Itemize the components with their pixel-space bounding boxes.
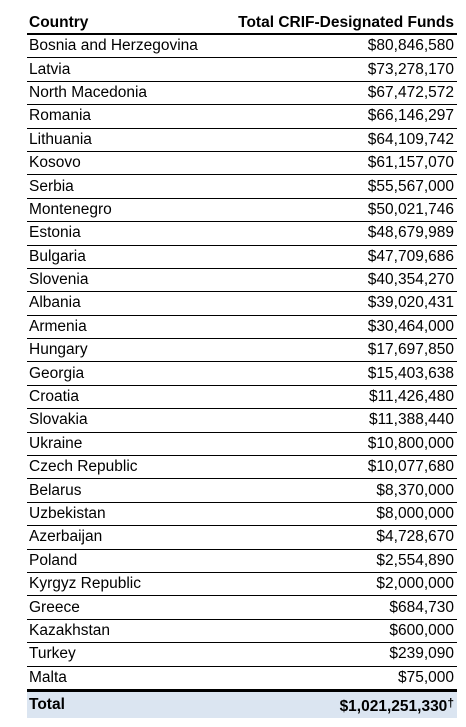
country-cell: Romania <box>27 104 217 129</box>
country-cell: Hungary <box>27 338 217 363</box>
table-body: Bosnia and Herzegovina $80,846,580 Latvia $… <box>27 34 457 691</box>
funds-cell: $40,354,270 <box>216 268 457 293</box>
funds-cell: $67,472,572 <box>216 81 457 106</box>
crif-funds-table: Country Total CRIF-Designated Funds Bosn… <box>27 10 457 718</box>
funds-cell: $17,697,850 <box>216 338 457 363</box>
table-row: Serbia $55,567,000 <box>27 174 457 199</box>
table-row: Kosovo $61,157,070 <box>27 151 457 176</box>
table-row: Poland $2,554,890 <box>27 549 457 573</box>
funds-cell: $8,000,000 <box>216 502 457 527</box>
funds-cell: $600,000 <box>216 619 457 644</box>
total-amount-cell: $1,021,251,330† <box>216 688 457 718</box>
total-row: Total $1,021,251,330† <box>27 688 457 718</box>
country-cell: Kazakhstan <box>27 619 217 644</box>
funds-cell: $61,157,070 <box>216 151 457 176</box>
country-cell: Montenegro <box>27 198 217 223</box>
header-row: Country Total CRIF-Designated Funds <box>27 10 457 35</box>
country-cell: Armenia <box>27 315 217 340</box>
country-cell: Kosovo <box>27 151 217 176</box>
country-cell: Belarus <box>27 478 217 503</box>
table-row: Malta $75,000 <box>27 666 457 691</box>
funds-cell: $30,464,000 <box>216 315 457 340</box>
country-cell: Uzbekistan <box>27 502 217 527</box>
table-row: Belarus $8,370,000 <box>27 478 457 503</box>
table-row: Lithuania $64,109,742 <box>27 128 457 152</box>
table-row: Turkey $239,090 <box>27 642 457 667</box>
funds-cell: $64,109,742 <box>216 128 457 152</box>
country-cell: Georgia <box>27 361 217 386</box>
funds-cell: $48,679,989 <box>216 221 457 246</box>
funds-cell: $50,021,746 <box>216 198 457 223</box>
country-cell: Azerbaijan <box>27 525 217 550</box>
table-row: Kazakhstan $600,000 <box>27 619 457 644</box>
table-row: Croatia $11,426,480 <box>27 385 457 410</box>
table-row: Uzbekistan $8,000,000 <box>27 502 457 527</box>
country-cell: Slovenia <box>27 268 217 293</box>
table-row: Georgia $15,403,638 <box>27 361 457 386</box>
table-row: Czech Republic $10,077,680 <box>27 455 457 480</box>
country-cell: Czech Republic <box>27 455 217 480</box>
country-cell: Bulgaria <box>27 245 217 269</box>
funds-cell: $4,728,670 <box>216 525 457 550</box>
country-cell: Estonia <box>27 221 217 246</box>
table-row: Hungary $17,697,850 <box>27 338 457 363</box>
country-cell: Poland <box>27 549 217 573</box>
country-cell: Albania <box>27 291 217 316</box>
total-label: Total <box>27 688 217 718</box>
funds-cell: $55,567,000 <box>216 174 457 199</box>
country-cell: Greece <box>27 595 217 620</box>
country-cell: North Macedonia <box>27 81 217 106</box>
funds-cell: $66,146,297 <box>216 104 457 129</box>
country-cell: Croatia <box>27 385 217 410</box>
funds-cell: $15,403,638 <box>216 361 457 386</box>
table-row: Romania $66,146,297 <box>27 104 457 129</box>
table-row: Slovenia $40,354,270 <box>27 268 457 293</box>
funds-cell: $684,730 <box>216 595 457 620</box>
funds-cell: $75,000 <box>216 666 457 691</box>
table-row: Ukraine $10,800,000 <box>27 432 457 457</box>
country-cell: Ukraine <box>27 432 217 457</box>
funds-cell: $47,709,686 <box>216 245 457 269</box>
country-cell: Kyrgyz Republic <box>27 572 217 597</box>
table-row: Slovakia $11,388,440 <box>27 408 457 433</box>
country-cell: Lithuania <box>27 128 217 152</box>
table-row: Estonia $48,679,989 <box>27 221 457 246</box>
country-cell: Bosnia and Herzegovina <box>27 34 217 59</box>
country-cell: Turkey <box>27 642 217 667</box>
table-row: Montenegro $50,021,746 <box>27 198 457 223</box>
total-amount: $1,021,251,330 <box>339 697 448 715</box>
table-row: North Macedonia $67,472,572 <box>27 81 457 106</box>
funds-cell: $2,000,000 <box>216 572 457 597</box>
country-cell: Slovakia <box>27 408 217 433</box>
funds-column-header: Total CRIF-Designated Funds <box>216 10 457 35</box>
funds-cell: $10,800,000 <box>216 432 457 457</box>
table-row: Kyrgyz Republic $2,000,000 <box>27 572 457 597</box>
funds-cell: $8,370,000 <box>216 478 457 503</box>
funds-cell: $10,077,680 <box>216 455 457 480</box>
country-cell: Malta <box>27 666 217 691</box>
country-column-header: Country <box>27 10 217 35</box>
table-row: Bosnia and Herzegovina $80,846,580 <box>27 34 457 59</box>
funds-cell: $11,426,480 <box>216 385 457 410</box>
funds-cell: $80,846,580 <box>216 34 457 59</box>
table-row: Albania $39,020,431 <box>27 291 457 316</box>
country-cell: Serbia <box>27 174 217 199</box>
footnote-mark: † <box>447 695 454 710</box>
funds-cell: $11,388,440 <box>216 408 457 433</box>
funds-cell: $39,020,431 <box>216 291 457 316</box>
funds-cell: $2,554,890 <box>216 549 457 573</box>
table-row: Azerbaijan $4,728,670 <box>27 525 457 550</box>
funds-cell: $73,278,170 <box>216 57 457 82</box>
table-row: Greece $684,730 <box>27 595 457 620</box>
funds-cell: $239,090 <box>216 642 457 667</box>
table-row: Latvia $73,278,170 <box>27 57 457 82</box>
table-row: Armenia $30,464,000 <box>27 315 457 340</box>
country-cell: Latvia <box>27 57 217 82</box>
table-row: Bulgaria $47,709,686 <box>27 245 457 269</box>
